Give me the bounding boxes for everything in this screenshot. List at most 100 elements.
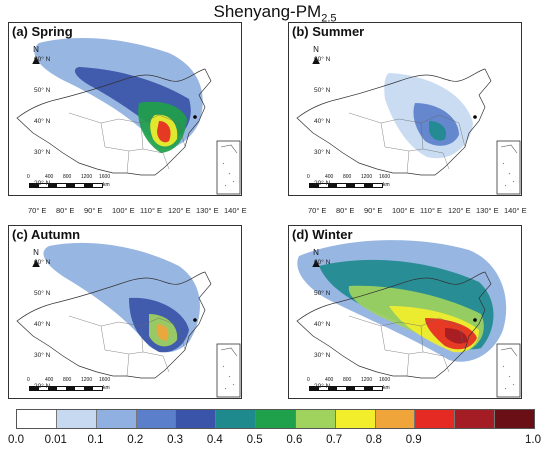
map-canvas (16, 242, 241, 398)
latitude-label: 20° N (314, 180, 331, 187)
figure-title: Shenyang-PM2.5 (213, 2, 337, 25)
longitude-label: 90° E (84, 206, 103, 215)
scale-bar: 0 400 800 1200 1600 km (307, 174, 391, 188)
latitude-label: 60° N (34, 259, 51, 266)
color-legend (16, 409, 535, 429)
concentration-contour (157, 121, 171, 143)
south-china-sea-inset (496, 140, 521, 195)
scale-label: 800 (63, 377, 72, 383)
legend-swatch (495, 410, 534, 428)
legend-tick-label: 0.7 (326, 434, 343, 446)
country-boundary (296, 271, 492, 379)
map-canvas (296, 68, 521, 195)
map-canvas (16, 38, 241, 195)
province-boundaries (68, 315, 186, 377)
longitude-label: 130° E (196, 206, 219, 215)
scale-bar: 0 400 800 1200 1600 km (27, 174, 111, 188)
scale-label: 400 (45, 174, 54, 180)
panel-label: (d) Winter (292, 227, 353, 242)
legend-tick-label: 0.5 (246, 434, 263, 446)
scale-bar: 0 400 800 1200 1600 km (307, 377, 391, 391)
longitude-label: 90° E (364, 206, 383, 215)
inset-coastline (500, 144, 518, 187)
latitude-label: 50° N (34, 87, 51, 94)
legend-swatch (96, 410, 137, 428)
scale-label: 800 (343, 377, 352, 383)
map-panel: (a) Spring N ▲ 0 400 800 1200 1600 km (8, 22, 242, 196)
legend-swatch (136, 410, 177, 428)
country-boundary (296, 68, 492, 176)
scale-label: 1600 (99, 174, 111, 180)
legend-swatch (56, 410, 97, 428)
legend-tick-label: 0.3 (167, 434, 184, 446)
province-boundaries (348, 112, 466, 174)
country-boundary (16, 271, 212, 379)
south-china-sea-inset (216, 343, 241, 398)
north-arrow-icon: N ▲ (29, 45, 43, 67)
map-panel: (c) Autumn N ▲ 0 400 800 1200 1600 km (8, 225, 242, 399)
panel-label: (a) Spring (12, 24, 73, 39)
legend-tick-label: 0.1 (87, 434, 104, 446)
scale-label: 400 (325, 174, 334, 180)
north-arrow-icon: N ▲ (29, 248, 43, 270)
latitude-label: 40° N (34, 321, 51, 328)
latitude-label: 50° N (314, 290, 331, 297)
legend-tick-label: 0.8 (365, 434, 382, 446)
scale-bar: 0 400 800 1200 1600 km (27, 377, 111, 391)
shenyang-marker (193, 318, 197, 322)
legend-swatch (216, 410, 257, 428)
latitude-label: 40° N (34, 118, 51, 125)
province-boundaries (68, 112, 186, 174)
shenyang-marker (473, 318, 477, 322)
map-canvas (296, 240, 521, 398)
longitude-label: 120° E (168, 206, 191, 215)
scale-label: 400 (325, 377, 334, 383)
shenyang-marker (193, 115, 197, 119)
north-arrow-icon: N ▲ (309, 248, 323, 270)
legend-swatch (176, 410, 217, 428)
concentration-contour (429, 121, 447, 141)
scale-label: 0 (27, 377, 30, 383)
longitude-label: 110° E (140, 206, 163, 215)
longitude-label: 70° E (28, 206, 47, 215)
latitude-label: 60° N (314, 56, 331, 63)
latitude-label: 60° N (34, 56, 51, 63)
longitude-label: 100° E (112, 206, 135, 215)
legend-tick-label: 0.4 (206, 434, 223, 446)
legend-tick-label: 0.6 (286, 434, 303, 446)
latitude-label: 30° N (34, 149, 51, 156)
legend-swatch (455, 410, 496, 428)
north-arrow-icon: N ▲ (309, 45, 323, 67)
map-panel: (d) Winter N ▲ 0 400 800 1200 1600 km (288, 225, 522, 399)
inset-coastline (500, 347, 518, 390)
longitude-label: 130° E (476, 206, 499, 215)
scale-label: 1200 (81, 377, 93, 383)
latitude-label: 30° N (314, 352, 331, 359)
scale-label: 1600 (99, 377, 111, 383)
longitude-label: 70° E (308, 206, 327, 215)
latitude-label: 40° N (314, 118, 331, 125)
legend-swatch (295, 410, 336, 428)
latitude-label: 30° N (34, 352, 51, 359)
legend-tick-label: 0.9 (405, 434, 422, 446)
longitude-label: 140° E (504, 206, 527, 215)
scale-label: 1600 (379, 174, 391, 180)
scale-label: 400 (45, 377, 54, 383)
longitude-label: 120° E (448, 206, 471, 215)
legend-swatch (335, 410, 376, 428)
scale-label: 1200 (81, 174, 93, 180)
legend-swatch (415, 410, 456, 428)
scale-label: 1600 (379, 377, 391, 383)
scale-label: 800 (63, 174, 72, 180)
inset-coastline (220, 144, 238, 187)
legend-tick-label: 1.0 (525, 434, 541, 446)
country-boundary (16, 68, 212, 176)
longitude-label: 100° E (392, 206, 415, 215)
south-china-sea-inset (216, 140, 241, 195)
latitude-label: 40° N (314, 321, 331, 328)
scale-label: 0 (307, 174, 310, 180)
latitude-label: 30° N (314, 149, 331, 156)
latitude-label: 20° N (314, 383, 331, 390)
legend-swatch (17, 410, 57, 428)
inset-coastline (220, 347, 238, 390)
